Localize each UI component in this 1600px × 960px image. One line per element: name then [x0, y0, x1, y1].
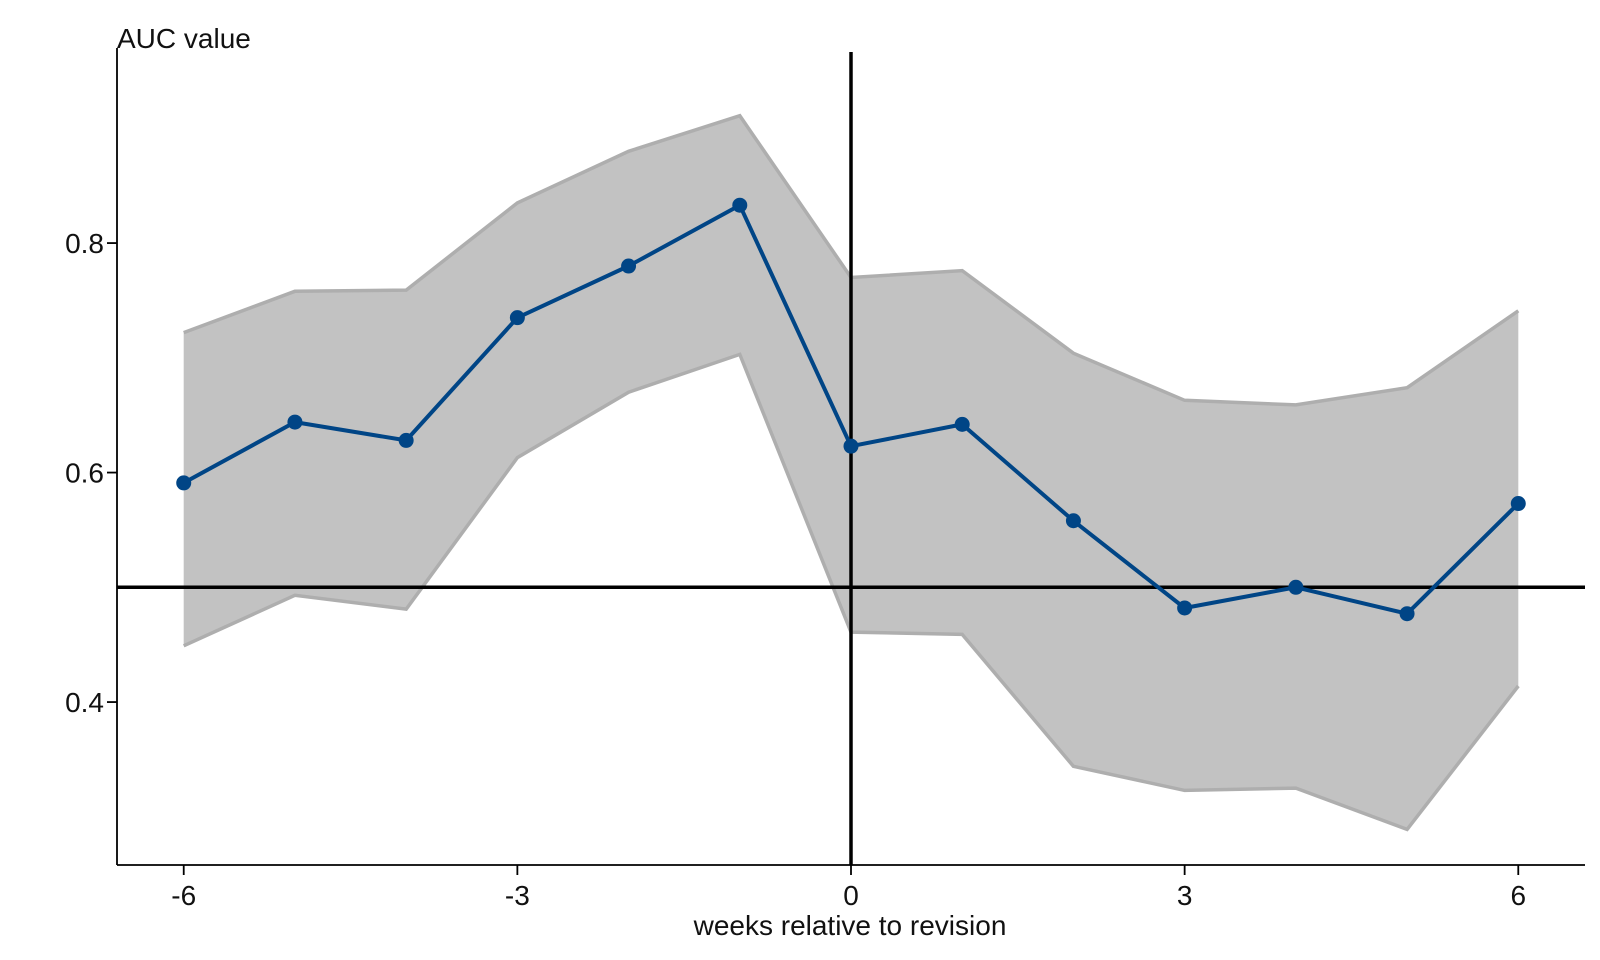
- x-tick-label: 3: [1177, 880, 1193, 911]
- data-point: [1177, 600, 1193, 616]
- data-point: [954, 416, 970, 432]
- y-axis-title: AUC value: [117, 23, 251, 54]
- data-point: [1065, 513, 1081, 529]
- x-axis-title: weeks relative to revision: [693, 910, 1007, 941]
- y-tick-label: 0.8: [65, 228, 104, 259]
- data-point: [621, 258, 637, 274]
- data-point: [843, 438, 859, 454]
- x-tick-label: 0: [843, 880, 859, 911]
- x-tick-label: 6: [1510, 880, 1526, 911]
- y-tick-label: 0.4: [65, 687, 104, 718]
- data-point: [732, 197, 748, 213]
- data-point: [398, 432, 414, 448]
- data-point: [287, 414, 303, 430]
- data-point: [1288, 579, 1304, 595]
- data-point: [1399, 606, 1415, 622]
- x-tick-label: -6: [171, 880, 196, 911]
- data-point: [1510, 496, 1526, 512]
- x-tick-label: -3: [505, 880, 530, 911]
- y-tick-label: 0.6: [65, 458, 104, 489]
- data-point: [509, 310, 525, 326]
- data-point: [176, 475, 192, 491]
